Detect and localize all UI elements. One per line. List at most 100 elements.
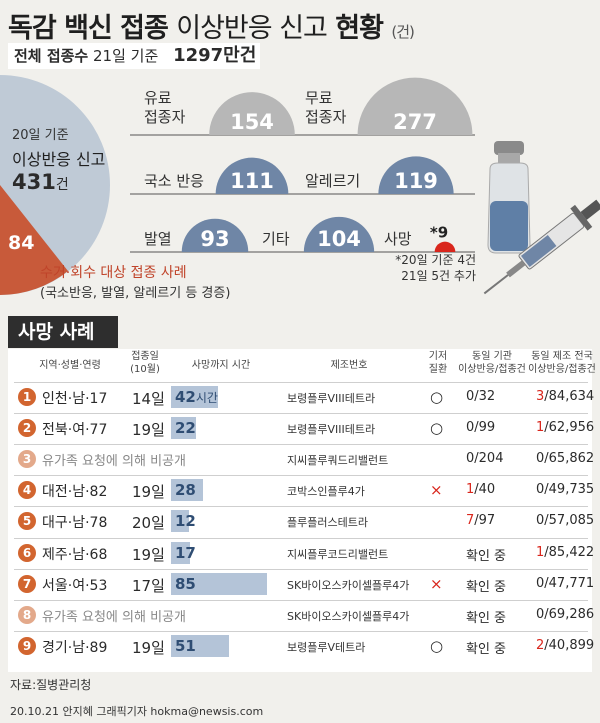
row-region: 인천·남·17: [42, 391, 108, 407]
hours-label: 12: [175, 512, 196, 530]
hours-value: 12: [175, 512, 196, 531]
hours-value: 51: [175, 636, 196, 655]
same-lot-highlight: 1: [536, 420, 545, 436]
same-lot-highlight: 2: [536, 637, 545, 653]
cat-other: 기타: [262, 230, 290, 248]
page-title: 독감 백신 접종 이상반응 신고 현황 (건): [8, 6, 415, 45]
header-maker: 제조번호: [330, 360, 368, 371]
dome-label-1: 154: [230, 110, 274, 134]
credit: 20.10.21 안지혜 그래픽기자 hokma@newsis.com: [10, 705, 264, 718]
death-note-1: *20일 기준 4건: [395, 253, 476, 267]
row-maker: 코박스인플루4가: [287, 485, 365, 499]
pie-total-number: 431: [12, 170, 56, 194]
hours-bar: [171, 510, 189, 533]
total-vaccinations-box: 전체 접종수 21일 기준 1297만건: [8, 43, 260, 69]
hours-label: 42시간: [175, 388, 218, 406]
row-same-lot: 0/49,735: [536, 482, 594, 497]
dome-label-6: 104: [317, 227, 361, 251]
adverse-reaction-pie: [0, 75, 110, 295]
row-date: 19일: [132, 545, 165, 564]
same-org-highlight: 7: [466, 513, 475, 529]
hours-bar: [171, 479, 203, 502]
death-note: *20일 기준 4건 21일 5건 추가: [390, 252, 476, 284]
row-prior-condition: ○: [430, 636, 444, 655]
hours-bar: [171, 572, 267, 595]
cat-fever: 발열: [144, 230, 172, 248]
same-lot-value: 0/69,286: [536, 606, 595, 622]
cat-paid: 유료 접종자: [144, 89, 185, 127]
hours-label: 17: [175, 544, 196, 562]
title-part-1: 독감 백신 접종: [8, 13, 169, 44]
hours-label: 22: [175, 419, 196, 437]
pie-slice-recall: [0, 185, 68, 295]
death-table: [8, 349, 592, 672]
same-lot-value: 0/49,735: [536, 482, 595, 498]
row-same-org: 확인 중: [466, 607, 506, 626]
header-same-org: 동일 기관 이상반응/접종건: [454, 350, 530, 376]
death-section-title: 사망 사례: [8, 316, 118, 348]
same-org-value: 확인 중: [466, 548, 507, 564]
hours-label: 28: [175, 481, 196, 499]
dome-4: [378, 156, 454, 194]
source: 자료:질병관리청: [10, 678, 92, 692]
pie-slice-note: (국소반응, 발열, 알레르기 등 경증): [40, 286, 231, 301]
hours-bar: [171, 417, 196, 440]
row-prior-condition: ○: [430, 419, 444, 438]
row-region: 제주·남·68: [42, 546, 108, 563]
dome-label-7: *9: [430, 224, 448, 242]
vaccine-vial-syringe-illustration: [483, 141, 600, 295]
row-number-badge: 6: [18, 543, 36, 562]
row-number-badge: 2: [18, 419, 36, 438]
header-prior-line1: 기저: [428, 351, 448, 362]
total-label: 전체 접종수: [14, 47, 89, 65]
header-date-line1: 접종일: [131, 351, 159, 362]
cat-paid-line1: 유료: [144, 89, 172, 107]
same-lot-value: 0/57,085: [536, 513, 595, 529]
hours-bar: [171, 386, 219, 408]
dome-3: [215, 157, 289, 194]
row-same-lot: 0/57,085: [536, 513, 594, 528]
same-org-value: 확인 중: [466, 610, 507, 626]
dome-5: [181, 218, 249, 252]
dome-1: [209, 92, 295, 135]
header-prior-line2: 질환: [428, 364, 448, 375]
header-same-org-line1: 동일 기관: [472, 351, 512, 362]
row-same-org: 확인 중: [466, 638, 506, 657]
cat-allergy: 알레르기: [305, 172, 361, 190]
same-org-value: /40: [474, 482, 496, 498]
total-basis: 21일 기준: [93, 47, 159, 65]
same-org-highlight: 1: [466, 482, 475, 498]
row-same-org: 1/40: [466, 482, 495, 497]
row-same-lot: 0/69,286: [536, 607, 594, 622]
row-date: 17일: [132, 576, 165, 595]
row-separator: [14, 444, 588, 446]
row-maker: 지씨플루쿼드리밸런트: [287, 454, 389, 468]
dome-6: [303, 216, 375, 252]
row-same-lot: 1/62,956: [536, 420, 594, 435]
row-prior-condition: ×: [430, 574, 443, 593]
row-same-lot: 1/85,422: [536, 545, 594, 560]
row-same-lot: 0/65,862: [536, 451, 594, 466]
hours-bar: [171, 634, 229, 657]
row-region: 대전·남·82: [42, 484, 108, 501]
row-same-org: 확인 중: [466, 545, 506, 564]
pie-basis: 20일 기준: [12, 128, 69, 143]
title-part-2: 이상반응 신고: [176, 13, 328, 44]
same-lot-highlight: 3: [536, 389, 545, 404]
row-number-badge: 1: [18, 388, 36, 406]
row-number-badge: 7: [18, 574, 36, 593]
row-same-org: 0/99: [466, 420, 495, 435]
row-separator: [14, 599, 588, 601]
same-org-value: 확인 중: [466, 579, 507, 595]
header-date-line2: (10월): [130, 364, 160, 375]
hours-label: 85: [175, 575, 196, 593]
same-org-value: 0/204: [466, 451, 504, 467]
row-region: 대구·남·78: [42, 515, 108, 532]
vial-icon: [487, 141, 531, 254]
row-maker: 지씨플루코드리밸런트: [287, 547, 389, 561]
header-same-org-line2: 이상반응/접종건: [458, 364, 526, 375]
row-region: 경기·남·89: [42, 639, 108, 656]
same-org-value: 0/32: [466, 389, 496, 404]
pie-slice-label: 수거·회수 대상 접종 사례: [40, 265, 187, 281]
row-number-badge: 4: [18, 481, 36, 500]
